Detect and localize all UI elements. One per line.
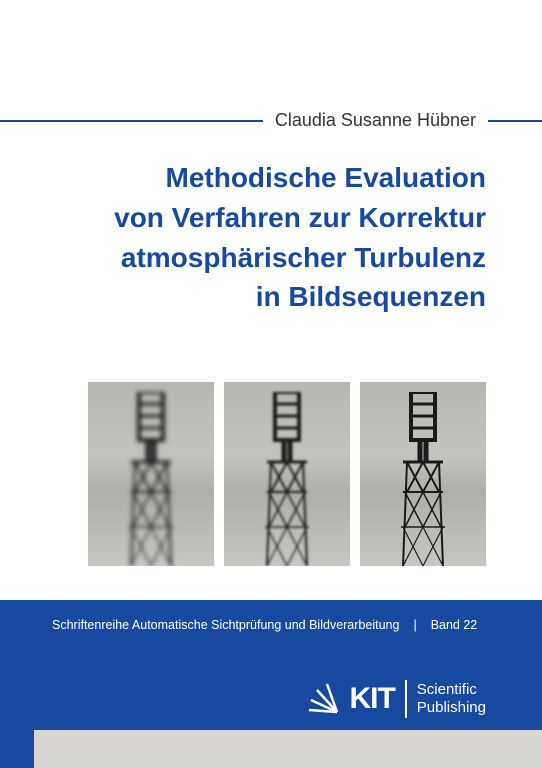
- author-rule-right: [488, 120, 542, 122]
- kit-logo: KIT: [307, 682, 394, 716]
- publisher-name-line1: Scientific: [417, 681, 486, 699]
- tower-icon: [393, 392, 453, 566]
- kit-fan-icon: [307, 682, 343, 716]
- bottom-bar: [34, 730, 542, 768]
- kit-logo-text: KIT: [349, 682, 394, 716]
- author-rule-left: [0, 120, 263, 122]
- image-panel-medium: [224, 382, 350, 566]
- author-line: Claudia Susanne Hübner: [0, 110, 542, 131]
- title-line-3: atmosphärischer Turbulenz: [30, 238, 486, 278]
- series-divider-icon: |: [399, 618, 430, 632]
- image-panel-blurred: [88, 382, 214, 566]
- series-name: Schriftenreihe Automatische Sichtprüfung…: [52, 618, 399, 632]
- publisher-block: KIT Scientific Publishing: [307, 680, 486, 718]
- title-block: Methodische Evaluation von Verfahren zur…: [30, 158, 486, 317]
- tower-icon: [257, 392, 317, 566]
- tower-icon: [121, 392, 181, 566]
- publisher-divider: [405, 680, 407, 718]
- title-line-4: in Bildsequenzen: [30, 277, 486, 317]
- series-volume: Band 22: [431, 618, 478, 632]
- bottom-band: Schriftenreihe Automatische Sichtprüfung…: [0, 600, 542, 768]
- author-name: Claudia Susanne Hübner: [263, 110, 488, 131]
- title-line-1: Methodische Evaluation: [30, 158, 486, 198]
- image-panel-sharp: [360, 382, 486, 566]
- title-line-2: von Verfahren zur Korrektur: [30, 198, 486, 238]
- image-strip: [88, 382, 486, 566]
- publisher-name-line2: Publishing: [417, 699, 486, 717]
- series-line: Schriftenreihe Automatische Sichtprüfung…: [52, 618, 486, 632]
- publisher-name: Scientific Publishing: [417, 681, 486, 717]
